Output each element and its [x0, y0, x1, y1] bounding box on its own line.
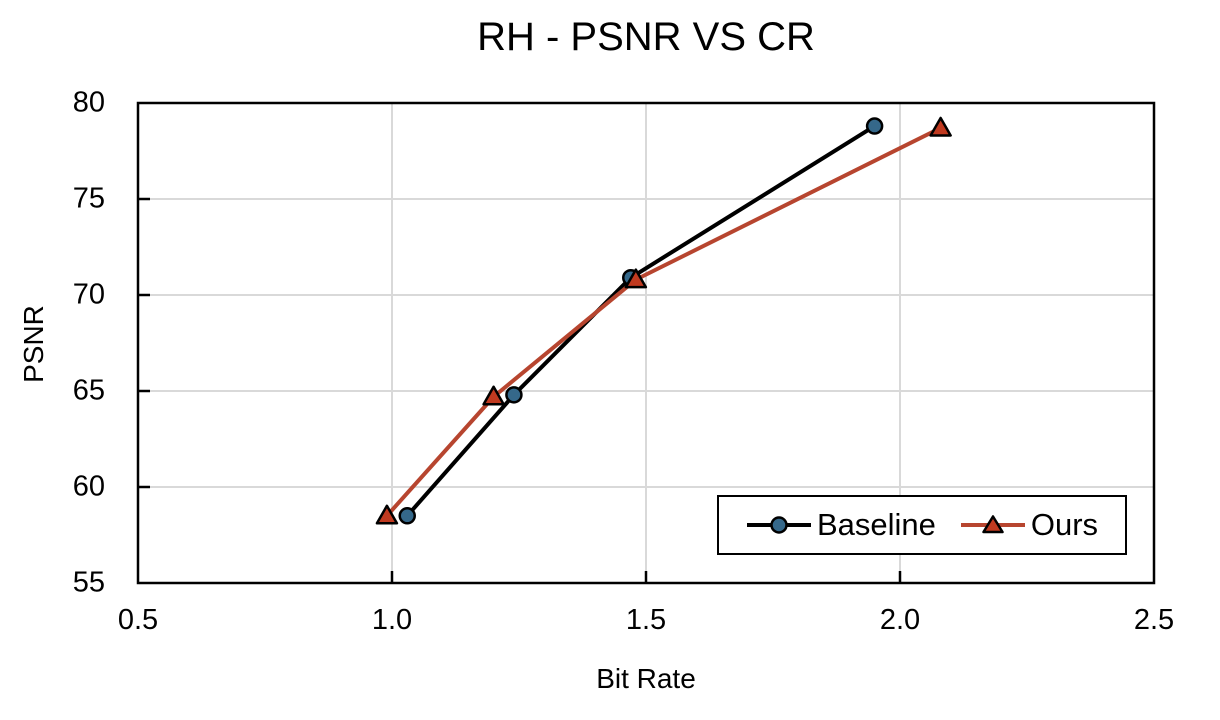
data-point-ours — [929, 116, 952, 137]
series-line-baseline — [405, 124, 877, 518]
legend-label-ours: Ours — [1030, 507, 1099, 542]
ours-marker-icon — [960, 515, 1025, 534]
legend-label-baseline: Baseline — [816, 507, 936, 542]
data-point-ours — [624, 268, 648, 289]
y-tick-label: 80 — [72, 86, 105, 119]
y-tick-label: 60 — [72, 470, 105, 503]
y-tick-label: 75 — [72, 182, 105, 215]
baseline-marker-icon — [746, 516, 811, 534]
x-tick-label: 2.5 — [1133, 604, 1175, 636]
data-point-ours — [482, 385, 505, 406]
legend-entry-ours: Ours — [960, 507, 1098, 543]
y-tick-label: 65 — [72, 374, 105, 407]
data-point-baseline — [865, 117, 884, 135]
x-tick-label: 1.0 — [371, 604, 413, 636]
plot-border — [136, 101, 1156, 585]
y-tick-label: 55 — [72, 566, 105, 599]
legend-entry-baseline: Baseline — [746, 507, 936, 543]
x-tick-label: 2.0 — [879, 604, 921, 636]
data-point-ours — [375, 504, 399, 525]
x-tick-label: 1.5 — [625, 604, 667, 636]
x-tick-label: 0.5 — [117, 604, 159, 636]
x-axis-title: Bit Rate — [596, 663, 696, 694]
legend: Baseline Ours — [717, 495, 1127, 555]
chart-title: RH - PSNR VS CR — [477, 15, 815, 59]
data-point-baseline — [505, 386, 523, 404]
series-line-ours — [384, 125, 943, 518]
data-point-baseline — [398, 507, 416, 525]
y-tick-label: 70 — [72, 278, 105, 311]
